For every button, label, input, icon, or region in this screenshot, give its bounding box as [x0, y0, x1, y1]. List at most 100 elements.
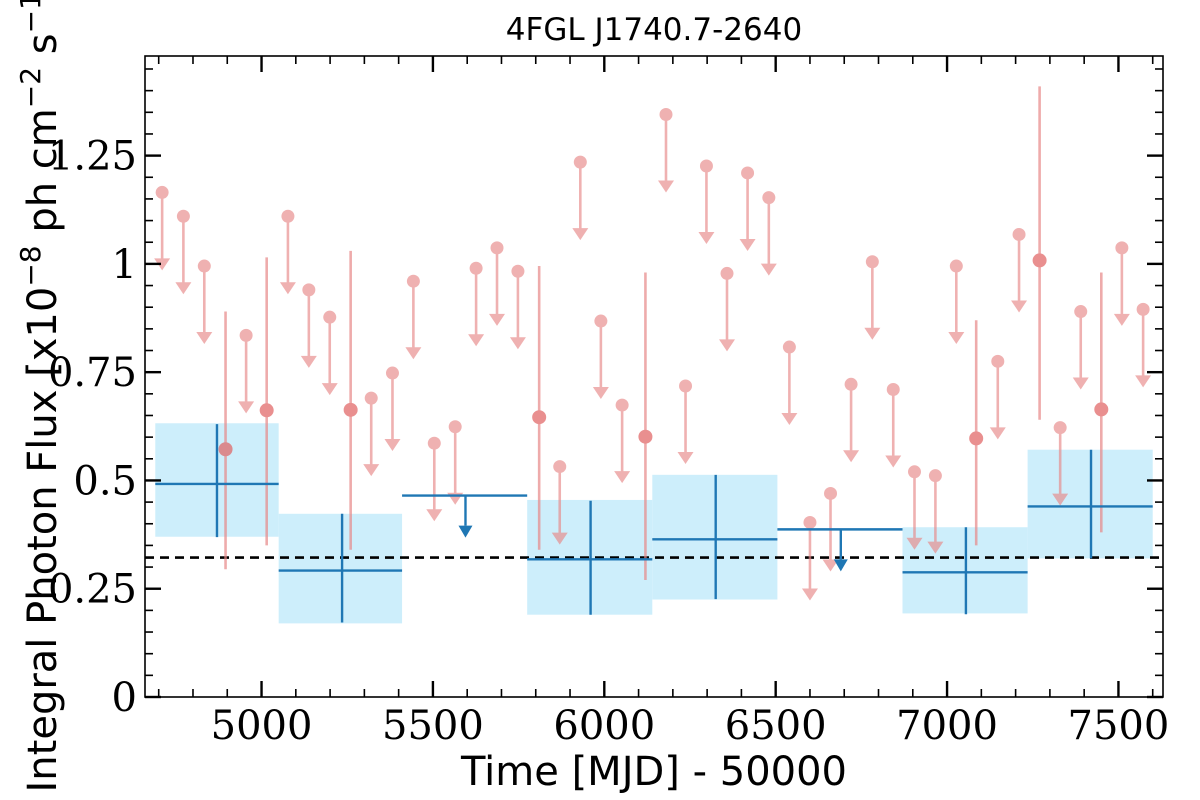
fine-bin-detection: [638, 272, 653, 581]
fine-upper-limit-marker: [239, 328, 253, 342]
fine-upper-limit-arrowhead: [489, 313, 506, 326]
y-axis-label: Integral Photon Flux [x10−8 ph cm−2 s−1]: [14, 0, 66, 792]
y-axis-label-part: ph cm: [20, 108, 66, 245]
y-tick-label: 0.25: [48, 567, 137, 613]
plot-frame: [144, 55, 1164, 698]
fine-upper-limit-marker: [469, 261, 483, 275]
fine-bin-upper-limit: [698, 159, 715, 245]
fine-bin-upper-limit: [657, 107, 674, 193]
fine-upper-limit-marker: [844, 377, 858, 391]
fine-bin-detection: [969, 320, 984, 546]
fine-upper-limit-arrowhead: [760, 263, 777, 276]
fine-bin-upper-limit: [363, 391, 380, 477]
fine-upper-limit-marker: [991, 354, 1005, 368]
fine-upper-limit-marker: [364, 391, 378, 405]
fine-upper-limit-arrowhead: [1135, 375, 1152, 388]
fine-upper-limit-marker: [865, 255, 879, 269]
fine-bin-upper-limit: [384, 366, 401, 452]
fine-bin-upper-limit: [509, 264, 526, 350]
coarse-bin-point: [155, 424, 279, 538]
fine-bin-upper-limit: [405, 274, 422, 360]
fine-upper-limit-marker: [1115, 241, 1129, 255]
fine-upper-limit-arrowhead: [384, 439, 401, 452]
fine-bin-upper-limit: [1072, 305, 1089, 390]
fine-upper-limit-arrowhead: [572, 228, 589, 241]
fine-detection-marker: [1032, 253, 1047, 268]
fine-upper-limit-arrowhead: [1113, 313, 1130, 326]
fine-bin-upper-limit: [1113, 241, 1130, 326]
fine-upper-limit-marker: [824, 486, 838, 500]
fine-upper-limit-arrowhead: [906, 537, 923, 550]
fine-upper-limit-marker: [679, 379, 693, 393]
fine-upper-limit-arrowhead: [739, 238, 756, 251]
fine-upper-limit-arrowhead: [614, 471, 631, 484]
fine-upper-limit-marker: [594, 314, 608, 328]
y-axis-label-part: s: [20, 33, 66, 67]
fine-upper-limit-arrowhead: [175, 282, 192, 295]
fine-upper-limit-marker: [323, 310, 337, 324]
fine-upper-limit-arrowhead: [1072, 377, 1089, 390]
fine-upper-limit-marker: [886, 382, 900, 396]
fine-upper-limit-marker: [949, 259, 963, 273]
fine-upper-limit-marker: [1012, 227, 1026, 241]
coarse-upper-limit-arrowhead: [458, 525, 473, 538]
fine-detection-marker: [343, 402, 358, 417]
fine-upper-limit-marker: [1053, 421, 1067, 435]
fine-upper-limit-arrowhead: [843, 450, 860, 463]
fine-bin-upper-limit: [614, 398, 631, 484]
fine-upper-limit-arrowhead: [509, 337, 526, 350]
fine-bin-upper-limit: [447, 420, 464, 505]
fine-bin-detection: [1094, 272, 1109, 533]
fine-upper-limit-arrowhead: [321, 383, 338, 396]
fine-upper-limit-marker: [803, 515, 817, 529]
fine-bin-upper-limit: [1135, 302, 1152, 388]
coarse-bin-boxes: [155, 423, 1153, 624]
fine-upper-limit-arrowhead: [677, 452, 694, 465]
axis-ticks: [145, 56, 1163, 699]
x-tick-label: 7500: [1068, 703, 1170, 749]
coarse-bin-point: [652, 474, 778, 600]
fine-detection-marker: [532, 410, 547, 425]
coarse-bin-point: [527, 500, 653, 615]
fine-upper-limit-marker: [427, 436, 441, 450]
fine-bin-upper-limit: [572, 155, 589, 241]
fine-upper-limit-marker: [907, 465, 921, 479]
fine-upper-limit-marker: [762, 191, 776, 205]
fine-bin-upper-limit: [927, 469, 944, 554]
fine-upper-limit-marker: [782, 340, 796, 354]
x-tick-label: 5500: [382, 703, 484, 749]
fine-bin-upper-limit: [760, 191, 777, 276]
fine-bin-upper-limit: [781, 340, 798, 426]
y-tick-label: 0.75: [48, 350, 137, 396]
fine-bin-upper-limit: [989, 354, 1006, 440]
y-tick-label: 1.25: [48, 134, 137, 180]
fine-upper-limit-arrowhead: [279, 282, 296, 295]
fine-detection-marker: [218, 442, 233, 457]
coarse-upper-limit-arrowhead: [833, 559, 848, 572]
x-tick-label: 5000: [211, 703, 313, 749]
coarse-bin-point: [902, 527, 1028, 615]
fine-upper-limit-marker: [448, 420, 462, 434]
fine-bin-upper-limit: [426, 436, 443, 522]
fine-bin-upper-limit: [843, 377, 860, 463]
coarse-bin-point: [278, 513, 403, 623]
fine-upper-limit-arrowhead: [1052, 493, 1069, 506]
fine-bin-detection: [259, 257, 274, 546]
fine-upper-limit-marker: [1136, 302, 1150, 316]
fine-upper-limit-marker: [741, 166, 755, 180]
fine-bin-detection: [343, 250, 358, 550]
fine-upper-limit-arrowhead: [719, 339, 736, 352]
fine-bin-upper-limit: [321, 310, 338, 396]
fine-upper-limit-marker: [281, 209, 295, 223]
coarse-bin-series: [155, 424, 1153, 623]
fine-bin-upper-limit: [948, 259, 965, 345]
fine-upper-limit-arrowhead: [927, 541, 944, 554]
fine-bin-upper-limit: [468, 261, 485, 347]
x-tick-label: 6000: [553, 703, 655, 749]
fine-bin-upper-limit: [1011, 227, 1028, 313]
fine-bin-upper-limit: [801, 515, 818, 601]
y-tick-labels: 0 0.25 0.5 0.75 1 1.25: [48, 134, 137, 721]
fine-upper-limit-marker: [197, 259, 211, 273]
fine-upper-limit-arrowhead: [426, 509, 443, 522]
